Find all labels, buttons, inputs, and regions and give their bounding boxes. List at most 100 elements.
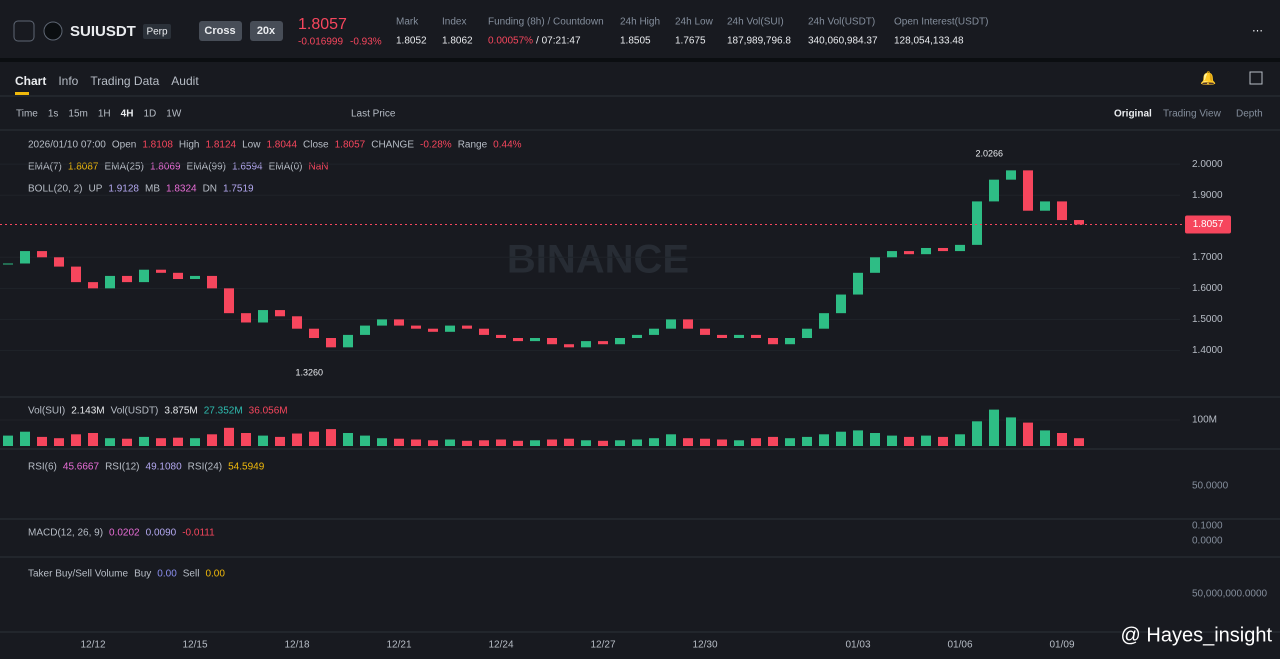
volume-bar <box>649 438 659 446</box>
legend-text: 49.1080 <box>146 462 183 473</box>
legend-text: 36.056M <box>249 406 288 417</box>
candle-body <box>105 275 115 289</box>
candle-body <box>54 257 64 267</box>
candle-body <box>887 251 897 258</box>
legend-text: RSI(24) <box>188 462 222 473</box>
margin-mode[interactable]: Cross <box>204 25 235 37</box>
tab-indicator <box>15 92 29 95</box>
volume-bar <box>173 437 183 446</box>
legend-text: -0.0111 <box>182 528 215 539</box>
interval[interactable]: 1W <box>166 109 182 120</box>
legend-text: 1.8087 <box>68 162 99 173</box>
legend-text: 1.8044 <box>266 140 297 151</box>
volume-bar <box>598 440 608 446</box>
volume-bar <box>547 439 557 446</box>
legend-text: NaN <box>309 162 329 173</box>
legend-text: Taker Buy/Sell Volume <box>28 569 128 580</box>
volume-bar <box>938 436 948 446</box>
view-option[interactable]: Trading View <box>1163 109 1222 120</box>
stat-value: 187,989,796.8 <box>727 36 791 47</box>
volume-bar <box>37 436 47 446</box>
more-button[interactable]: ⋯ <box>1252 25 1263 37</box>
volume-bar <box>530 440 540 446</box>
y-tick-label: 2.0000 <box>1192 159 1223 170</box>
volume-bar <box>1040 430 1050 446</box>
candle-body <box>666 319 676 329</box>
volume-bar <box>1057 433 1067 446</box>
view-option[interactable]: Original <box>1114 109 1152 120</box>
candle-body <box>649 328 659 335</box>
candle-body <box>598 341 608 345</box>
legend-text: 54.5949 <box>228 462 265 473</box>
legend-text: Low <box>242 140 261 151</box>
candle-body <box>530 338 540 342</box>
price-type[interactable]: Last Price <box>351 109 396 120</box>
margin-button[interactable] <box>199 21 242 41</box>
volume-bar <box>751 438 761 446</box>
stat-label: 24h Vol(SUI) <box>727 17 784 28</box>
legend-text: Range <box>458 140 488 151</box>
tab[interactable]: Chart <box>15 74 46 88</box>
credit: @ Hayes_insight <box>1121 624 1273 646</box>
volume-bar <box>479 440 489 446</box>
view-option[interactable]: Depth <box>1236 109 1263 120</box>
interval[interactable]: Time <box>16 109 38 120</box>
tab[interactable]: Info <box>58 74 78 88</box>
candle-body <box>88 282 98 289</box>
interval[interactable]: 4H <box>121 109 134 120</box>
volume-bar <box>564 438 574 446</box>
volume-bar <box>156 438 166 446</box>
favorite-button[interactable] <box>13 20 35 42</box>
candle-body <box>224 288 234 314</box>
volume-bar <box>1074 438 1084 446</box>
interval[interactable]: 15m <box>68 109 87 120</box>
stat-value: 0.00057% <box>488 36 533 47</box>
candle-body <box>938 247 948 252</box>
candle-body <box>972 201 982 245</box>
legend-text: 2.143M <box>71 406 104 417</box>
candle-body <box>377 319 387 326</box>
volume-bar <box>1006 417 1016 446</box>
candle-body <box>428 328 438 332</box>
candle-body <box>275 310 285 317</box>
legend-text: 1.8108 <box>142 140 173 151</box>
volume-bar <box>139 436 149 446</box>
price-tag-box <box>1185 215 1231 234</box>
candle-body <box>207 275 217 289</box>
candle-body <box>1040 201 1050 211</box>
legend-text: 1.8057 <box>335 140 366 151</box>
leverage[interactable]: 20x <box>257 25 276 37</box>
header-bar <box>0 0 1280 58</box>
tab[interactable]: Trading Data <box>90 74 159 88</box>
candle-body <box>360 325 370 335</box>
volume-bar <box>955 434 965 446</box>
volume-bar <box>1023 422 1033 446</box>
interval[interactable]: 1D <box>143 109 156 120</box>
candle-body <box>3 263 13 265</box>
leverage-button[interactable] <box>250 21 283 41</box>
candle-body <box>241 313 251 323</box>
legend-text: Open <box>112 140 136 151</box>
panel-tick-label: 0.0000 <box>1192 536 1223 547</box>
interval[interactable]: 1H <box>98 109 111 120</box>
legend-text: EMA(99) <box>187 162 226 173</box>
legend-text: 1.8324 <box>166 184 197 195</box>
volume-bar <box>275 436 285 446</box>
layout-icon[interactable] <box>1249 71 1263 85</box>
volume-bar <box>785 438 795 446</box>
candle-body <box>37 251 47 258</box>
last-price: 1.8057 <box>298 16 347 33</box>
x-tick-label: 12/24 <box>488 640 513 651</box>
alert-icon[interactable]: 🔔 <box>1200 70 1216 85</box>
candle-body <box>1074 220 1084 225</box>
tab[interactable]: Audit <box>171 74 199 88</box>
countdown: / 07:21:47 <box>536 36 581 47</box>
candle-body <box>683 319 693 329</box>
volume-bar <box>904 436 914 446</box>
symbol[interactable]: SUIUSDT <box>70 23 136 40</box>
interval[interactable]: 1s <box>48 109 59 120</box>
volume-bar <box>88 433 98 446</box>
volume-bar <box>292 433 302 446</box>
